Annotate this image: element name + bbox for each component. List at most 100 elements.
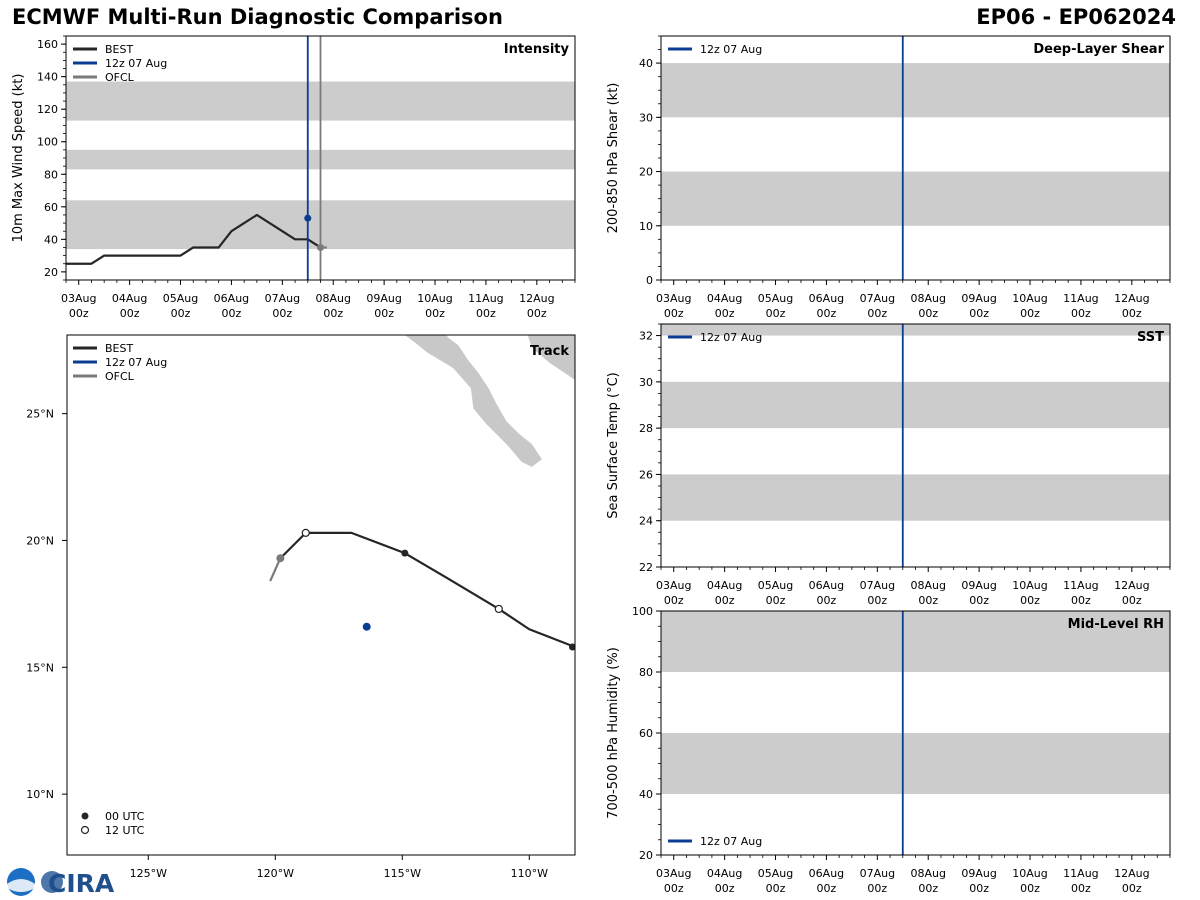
sst-xtick-label-day: 03Aug xyxy=(656,579,691,592)
sst-xtick-label-hour: 00z xyxy=(817,594,837,607)
shear-xtick-label-day: 08Aug xyxy=(910,292,945,305)
track-frame xyxy=(66,334,576,856)
track-ytick-label: 25°N xyxy=(26,408,54,421)
shear-xtick-label-day: 11Aug xyxy=(1063,292,1098,305)
track-plot-area xyxy=(269,335,575,651)
sst-xtick-label-day: 12Aug xyxy=(1114,579,1149,592)
sst-xtick-label-day: 04Aug xyxy=(707,579,742,592)
intensity-ytick-label: 60 xyxy=(44,201,58,214)
rh-xtick-label-hour: 00z xyxy=(969,882,989,895)
shear-ylabel: 200-850 hPa Shear (kt) xyxy=(606,83,621,234)
sst-ytick-label: 28 xyxy=(639,422,653,435)
shear-xtick-label-day: 12Aug xyxy=(1114,292,1149,305)
track-xtick-label: 115°W xyxy=(384,867,421,880)
shear-band xyxy=(661,63,1170,118)
rh-ytick-label: 60 xyxy=(639,727,653,740)
track-legend-label: BEST xyxy=(105,342,133,355)
track-panel-title: Track xyxy=(530,344,569,359)
sst-xtick-label-hour: 00z xyxy=(918,594,938,607)
rh-xtick-label-day: 08Aug xyxy=(910,867,945,880)
sst-ytick-label: 24 xyxy=(639,515,653,528)
page-title: ECMWF Multi-Run Diagnostic Comparison xyxy=(12,5,503,29)
rh-xtick-label-day: 12Aug xyxy=(1114,867,1149,880)
intensity-legend-label: OFCL xyxy=(105,71,135,84)
rh-xtick-label-day: 11Aug xyxy=(1063,867,1098,880)
shear-ytick-label: 0 xyxy=(646,274,653,287)
shear-xtick-label-day: 05Aug xyxy=(758,292,793,305)
shear-xtick-label-hour: 00z xyxy=(969,307,989,320)
intensity-xtick-label-day: 04Aug xyxy=(112,292,147,305)
rh-xtick-label-day: 03Aug xyxy=(656,867,691,880)
shear-xtick-label-day: 04Aug xyxy=(707,292,742,305)
shear-xtick-label-hour: 00z xyxy=(766,307,786,320)
intensity-xtick-label-hour: 00z xyxy=(323,307,343,320)
intensity-xtick-label-hour: 00z xyxy=(69,307,89,320)
intensity-xtick-label-day: 10Aug xyxy=(417,292,452,305)
sst-ytick-label: 22 xyxy=(639,561,653,574)
intensity-xtick-label-hour: 00z xyxy=(374,307,394,320)
shear-legend-label: 12z 07 Aug xyxy=(700,43,762,56)
rh-band xyxy=(661,611,1170,672)
intensity-xtick-label-hour: 00z xyxy=(476,307,496,320)
rh-xtick-label-hour: 00z xyxy=(817,882,837,895)
rh-xtick-label-hour: 00z xyxy=(1122,882,1142,895)
rh-xtick-label-day: 07Aug xyxy=(860,867,895,880)
rh-xtick-label-day: 04Aug xyxy=(707,867,742,880)
track-point-12utc xyxy=(301,528,310,537)
intensity-legend-label: 12z 07 Aug xyxy=(105,57,167,70)
rh-ytick-label: 80 xyxy=(639,666,653,679)
logo-text: CIRA xyxy=(48,869,114,898)
track-xtick-label: 110°W xyxy=(511,867,548,880)
rh-xtick-label-hour: 00z xyxy=(918,882,938,895)
intensity-ytick-label: 100 xyxy=(37,136,58,149)
shear-ytick-label: 10 xyxy=(639,220,653,233)
shear-xtick-label-hour: 00z xyxy=(1020,307,1040,320)
track-point-12utc xyxy=(494,604,503,614)
shear-ytick-label: 20 xyxy=(639,166,653,179)
track-legend-label: OFCL xyxy=(105,370,135,383)
shear-xtick-label-hour: 00z xyxy=(664,307,684,320)
intensity-legend-label: BEST xyxy=(105,43,133,56)
shear-xtick-label-hour: 00z xyxy=(867,307,887,320)
sst-frame xyxy=(660,323,1171,568)
intensity-ytick-label: 120 xyxy=(37,103,58,116)
sst-xtick-label-hour: 00z xyxy=(867,594,887,607)
track-marker-legend-12utc xyxy=(80,825,90,835)
intensity-plot-area xyxy=(66,36,575,280)
sst-xtick-label-day: 05Aug xyxy=(758,579,793,592)
land-mainland xyxy=(527,335,575,380)
sst-xtick-label-hour: 00z xyxy=(766,594,786,607)
rh-xtick-label-hour: 00z xyxy=(766,882,786,895)
sst-band xyxy=(661,381,1170,429)
intensity-series-best xyxy=(66,213,322,265)
intensity-xtick-label-day: 12Aug xyxy=(519,292,554,305)
rh-xtick-label-hour: 00z xyxy=(1020,882,1040,895)
sst-ylabel: Sea Surface Temp (°C) xyxy=(606,372,621,519)
rh-panel-title: Mid-Level RH xyxy=(1068,617,1164,632)
intensity-xtick-label-day: 08Aug xyxy=(315,292,350,305)
shear-xtick-label-day: 10Aug xyxy=(1012,292,1047,305)
sst-xtick-label-day: 10Aug xyxy=(1012,579,1047,592)
intensity-panel-title: Intensity xyxy=(504,42,570,57)
rh-ylabel: 700-500 hPa Humidity (%) xyxy=(606,647,621,819)
rh-xtick-label-hour: 00z xyxy=(1071,882,1091,895)
rh-xtick-label-hour: 00z xyxy=(664,882,684,895)
intensity-ytick-label: 20 xyxy=(44,266,58,279)
intensity-xtick-label-hour: 00z xyxy=(222,307,242,320)
rh-xtick-label-hour: 00z xyxy=(715,882,735,895)
intensity-xtick-label-hour: 00z xyxy=(425,307,445,320)
shear-xtick-label-hour: 00z xyxy=(1071,307,1091,320)
sst-ytick-label: 30 xyxy=(639,376,653,389)
sst-plot-area xyxy=(661,324,1170,567)
intensity-xtick-label-hour: 00z xyxy=(527,307,547,320)
land-baja xyxy=(404,335,542,467)
shear-xtick-label-hour: 00z xyxy=(918,307,938,320)
sst-xtick-label-day: 06Aug xyxy=(809,579,844,592)
track-point-00utc xyxy=(568,643,575,651)
rh-ytick-label: 40 xyxy=(639,788,653,801)
sst-xtick-label-day: 11Aug xyxy=(1063,579,1098,592)
track-xtick-label: 120°W xyxy=(257,867,294,880)
rh-xtick-label-day: 06Aug xyxy=(809,867,844,880)
track-marker-legend-label: 00 UTC xyxy=(105,810,145,823)
track-ytick-label: 20°N xyxy=(26,534,54,547)
